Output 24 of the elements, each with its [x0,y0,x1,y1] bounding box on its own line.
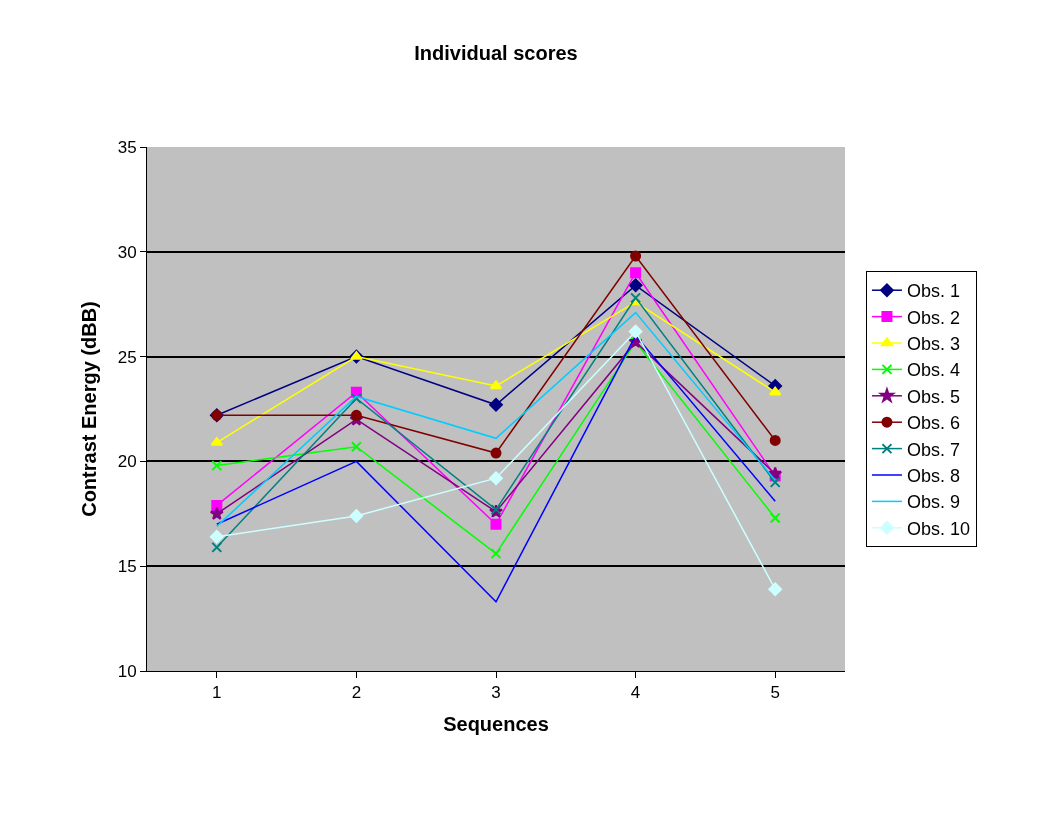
legend-label: Obs. 5 [906,386,960,407]
x-axis-title: Sequences [443,712,549,735]
legend-label: Obs. 6 [906,413,960,434]
y-tick-label: 30 [117,242,137,262]
y-tick-label: 10 [117,661,137,681]
legend-label: Obs. 2 [906,307,960,328]
y-axis-title: Contrast Energy (dBB) [78,301,101,517]
legend-label: Obs. 7 [906,439,960,460]
legend-label: Obs. 3 [906,334,960,355]
legend-label: Obs. 9 [906,492,960,513]
legend-label: Obs. 8 [906,466,960,487]
chart-title: Individual scores [414,42,578,65]
y-tick-label: 15 [117,557,137,577]
legend-label: Obs. 4 [906,360,960,381]
x-tick-label: 3 [491,683,501,703]
x-tick-label: 2 [351,683,362,703]
x-tick-label: 1 [212,683,222,703]
x-tick-label: 5 [770,683,780,703]
y-tick-label: 35 [117,137,137,157]
x-tick-label: 4 [630,683,641,703]
legend-label: Obs. 10 [906,518,970,539]
legend-label: Obs. 1 [906,281,960,302]
y-tick-label: 25 [117,347,137,367]
y-tick-label: 20 [117,452,137,472]
